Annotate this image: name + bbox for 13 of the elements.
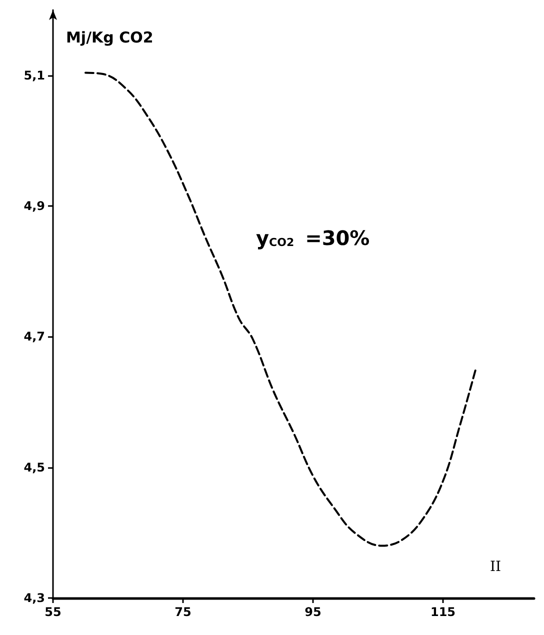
annotation: yCO2 =30% — [256, 226, 370, 250]
y-tick-label: 4,7 — [24, 330, 45, 344]
x-tick-label: 75 — [174, 605, 192, 619]
line-series — [84, 72, 476, 547]
annotation: II — [490, 559, 502, 575]
x-tick-label: 115 — [430, 605, 456, 619]
x-tick-label: 55 — [44, 605, 62, 619]
y-tick-label: 5,1 — [24, 68, 45, 82]
y-tick-label: 4,5 — [24, 460, 45, 474]
y-tick-label: 4,9 — [24, 199, 45, 213]
y-tick-label: 4,3 — [24, 591, 45, 605]
y-axis-title: Mj/Kg CO2 — [66, 28, 154, 46]
x-tick-label: 95 — [304, 605, 322, 619]
